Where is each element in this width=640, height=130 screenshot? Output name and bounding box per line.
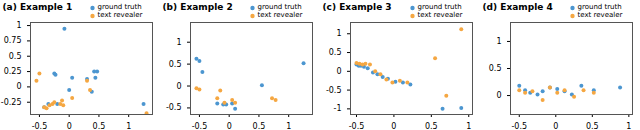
svg-text:-1: -1 xyxy=(334,104,342,113)
svg-text:1: 1 xyxy=(336,29,341,38)
svg-text:0.5: 0.5 xyxy=(253,122,266,130)
svg-text:-0.5: -0.5 xyxy=(32,122,48,130)
svg-text:1: 1 xyxy=(626,122,631,130)
svg-text:0.5: 0.5 xyxy=(169,60,182,69)
svg-text:0.5: 0.5 xyxy=(489,64,502,73)
svg-text:0.5: 0.5 xyxy=(329,48,342,57)
svg-text:0: 0 xyxy=(496,91,501,100)
svg-text:0: 0 xyxy=(391,122,396,130)
svg-text:1: 1 xyxy=(286,122,291,130)
svg-text:0.5: 0.5 xyxy=(93,122,106,130)
svg-text:(a) Example 1: (a) Example 1 xyxy=(3,2,73,12)
svg-text:text revealer: text revealer xyxy=(578,11,623,19)
svg-text:ground truth: ground truth xyxy=(578,3,622,11)
svg-text:text revealer: text revealer xyxy=(258,11,303,19)
svg-text:0: 0 xyxy=(553,122,558,130)
svg-text:0: 0 xyxy=(227,122,232,130)
svg-text:0.5: 0.5 xyxy=(425,122,438,130)
svg-text:-0.5: -0.5 xyxy=(349,122,365,130)
svg-text:-0.5: -0.5 xyxy=(192,122,208,130)
svg-text:1: 1 xyxy=(176,38,181,47)
svg-text:text revealer: text revealer xyxy=(418,11,463,19)
svg-text:(c) Example 3: (c) Example 3 xyxy=(323,2,392,12)
svg-text:-0.25: -0.25 xyxy=(1,98,22,107)
svg-text:-0.5: -0.5 xyxy=(326,86,342,95)
svg-text:1: 1 xyxy=(466,122,471,130)
svg-text:(b) Example 2: (b) Example 2 xyxy=(163,2,233,12)
svg-text:0.25: 0.25 xyxy=(4,67,22,76)
svg-text:ground truth: ground truth xyxy=(418,3,462,11)
svg-text:ground truth: ground truth xyxy=(98,3,142,11)
svg-text:1: 1 xyxy=(496,37,501,46)
svg-text:ground truth: ground truth xyxy=(258,3,302,11)
svg-text:-0.5: -0.5 xyxy=(166,103,182,112)
svg-text:-0.5: -0.5 xyxy=(511,122,527,130)
svg-text:0.5: 0.5 xyxy=(9,52,22,61)
svg-text:0.75: 0.75 xyxy=(4,36,22,45)
svg-text:0: 0 xyxy=(67,122,72,130)
svg-text:1: 1 xyxy=(16,21,21,30)
svg-text:0: 0 xyxy=(176,82,181,91)
svg-text:1: 1 xyxy=(126,122,131,130)
svg-text:(d) Example 4: (d) Example 4 xyxy=(483,2,553,12)
svg-text:0: 0 xyxy=(336,67,341,76)
svg-text:0.5: 0.5 xyxy=(586,122,599,130)
svg-text:0: 0 xyxy=(16,82,21,91)
svg-text:text revealer: text revealer xyxy=(98,11,143,19)
